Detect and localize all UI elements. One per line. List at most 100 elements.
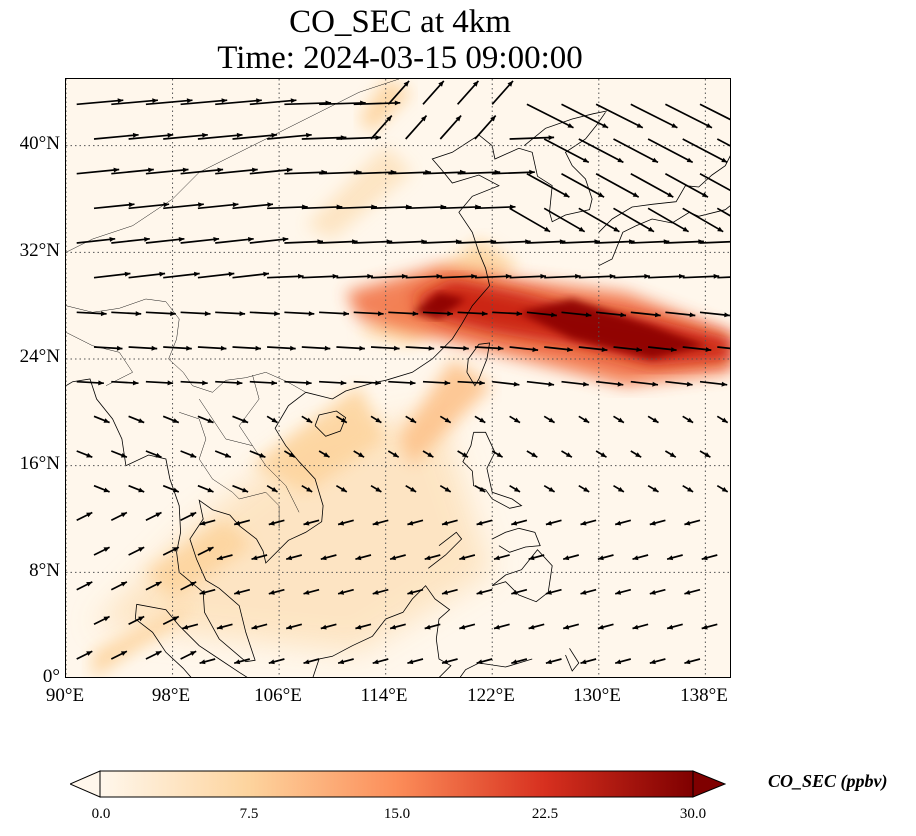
wind-arrow-head bbox=[355, 555, 362, 561]
wind-arrow-head bbox=[286, 555, 293, 561]
wind-arrow-head bbox=[401, 273, 408, 279]
wind-arrow-head bbox=[602, 123, 609, 128]
colorbar-tick-label: 22.5 bbox=[531, 806, 559, 822]
wind-arrow-head bbox=[138, 418, 145, 423]
coastline-segment bbox=[305, 112, 606, 400]
wind-arrow-head bbox=[636, 347, 642, 352]
wind-arrow-head bbox=[213, 237, 220, 242]
wind-arrow-head bbox=[268, 590, 275, 595]
wind-arrow-head bbox=[525, 239, 531, 245]
wind-arrow-head bbox=[393, 345, 400, 351]
wind-arrow-head bbox=[654, 312, 661, 318]
country-border bbox=[66, 332, 133, 386]
wind-arrow-shaft bbox=[509, 207, 551, 233]
co-concentration-patch bbox=[252, 385, 386, 493]
wind-arrow-head bbox=[494, 624, 500, 630]
wind-arrow-shaft bbox=[440, 205, 481, 210]
wind-arrow-head bbox=[567, 347, 573, 352]
wind-arrow-head bbox=[511, 590, 518, 595]
wind-arrow-head bbox=[444, 487, 451, 492]
wind-arrow-head bbox=[617, 157, 624, 163]
wind-arrow-shaft bbox=[474, 275, 512, 279]
wind-arrow-head bbox=[407, 590, 414, 595]
wind-arrow-head bbox=[409, 380, 416, 386]
wind-arrow-head bbox=[421, 239, 427, 245]
wind-arrow-head bbox=[410, 487, 417, 492]
wind-arrow-head bbox=[514, 417, 520, 423]
wind-arrow-head bbox=[159, 271, 166, 277]
wind-arrow-shaft bbox=[457, 240, 497, 244]
wind-arrow-shaft bbox=[267, 275, 304, 279]
wind-arrow-head bbox=[652, 157, 658, 163]
wind-arrow-shaft bbox=[197, 133, 243, 140]
wind-arrow-head bbox=[202, 132, 208, 138]
wind-arrow-head bbox=[124, 271, 131, 277]
colorbar-title: CO_SEC (ppbv) bbox=[768, 771, 888, 791]
wind-arrow-shaft bbox=[215, 168, 258, 175]
country-border bbox=[66, 298, 306, 393]
wind-arrow-shaft bbox=[717, 276, 730, 279]
wind-arrow-head bbox=[578, 226, 585, 232]
wind-arrow-head bbox=[548, 135, 555, 141]
coastline-segment bbox=[312, 585, 452, 677]
wind-arrow-shaft bbox=[284, 240, 324, 244]
wind-arrow-shaft bbox=[509, 136, 555, 140]
wind-arrow-head bbox=[583, 417, 590, 423]
wind-arrow-head bbox=[689, 312, 696, 318]
wind-arrow-head bbox=[286, 624, 293, 630]
wind-arrow-shaft bbox=[613, 138, 659, 164]
wind-arrow-head bbox=[271, 487, 278, 492]
wind-arrow-shaft bbox=[648, 275, 685, 279]
wind-arrow-shaft bbox=[163, 203, 204, 210]
wind-arrow-head bbox=[259, 452, 266, 458]
wind-arrow-head bbox=[234, 659, 241, 665]
x-tick-label: 106°E bbox=[254, 685, 302, 706]
wind-arrow-head bbox=[636, 123, 643, 128]
wind-arrow-head bbox=[444, 380, 451, 386]
wind-arrow-head bbox=[529, 169, 535, 175]
wind-arrow-head bbox=[684, 659, 691, 665]
wind-arrow-shaft bbox=[93, 272, 131, 279]
wind-arrow-head bbox=[286, 167, 293, 173]
y-tick-label: 32°N bbox=[19, 240, 60, 261]
wind-arrow-head bbox=[442, 590, 448, 595]
wind-arrow-head bbox=[548, 381, 555, 387]
wind-arrow-head bbox=[713, 273, 720, 279]
wind-arrow-head bbox=[648, 226, 654, 232]
wind-arrow-head bbox=[242, 487, 249, 493]
wind-arrow-shaft bbox=[180, 237, 220, 244]
wind-arrow-shaft bbox=[76, 168, 120, 175]
wind-arrow-shaft bbox=[301, 136, 347, 140]
wind-arrow-head bbox=[545, 590, 552, 595]
wind-arrow-head bbox=[613, 226, 620, 232]
wind-arrow-head bbox=[340, 380, 347, 386]
wind-arrow-head bbox=[615, 520, 622, 526]
wind-arrow-shaft bbox=[561, 172, 605, 198]
map-title: CO_SEC at 4km bbox=[289, 4, 511, 40]
wind-arrow-head bbox=[267, 202, 273, 208]
wind-arrow-head bbox=[563, 555, 570, 561]
coastline-segment bbox=[598, 205, 730, 267]
wind-arrow-shaft bbox=[111, 99, 158, 106]
wind-arrow-head bbox=[343, 311, 349, 317]
wind-arrow-head bbox=[256, 98, 262, 104]
wind-arrow-shaft bbox=[180, 99, 228, 106]
wind-arrow-head bbox=[600, 452, 607, 458]
wind-arrow-head bbox=[306, 487, 313, 492]
wind-arrow-head bbox=[563, 192, 570, 198]
wind-arrow-head bbox=[271, 417, 278, 423]
wind-arrow-head bbox=[103, 487, 110, 493]
wind-arrow-head bbox=[532, 347, 539, 352]
wind-arrow-head bbox=[282, 237, 289, 242]
wind-arrow-head bbox=[155, 581, 162, 587]
wind-arrow-head bbox=[372, 590, 379, 595]
wind-arrow-head bbox=[615, 659, 622, 665]
wind-arrow-head bbox=[138, 487, 145, 493]
wind-arrow-shaft bbox=[682, 207, 724, 233]
coastline-segment bbox=[523, 110, 607, 147]
wind-arrow-head bbox=[128, 202, 135, 208]
y-tick-label: 40°N bbox=[19, 133, 60, 154]
wind-arrow-shaft bbox=[301, 275, 339, 279]
wind-arrow-head bbox=[580, 590, 587, 595]
wind-arrow-head bbox=[86, 581, 93, 587]
